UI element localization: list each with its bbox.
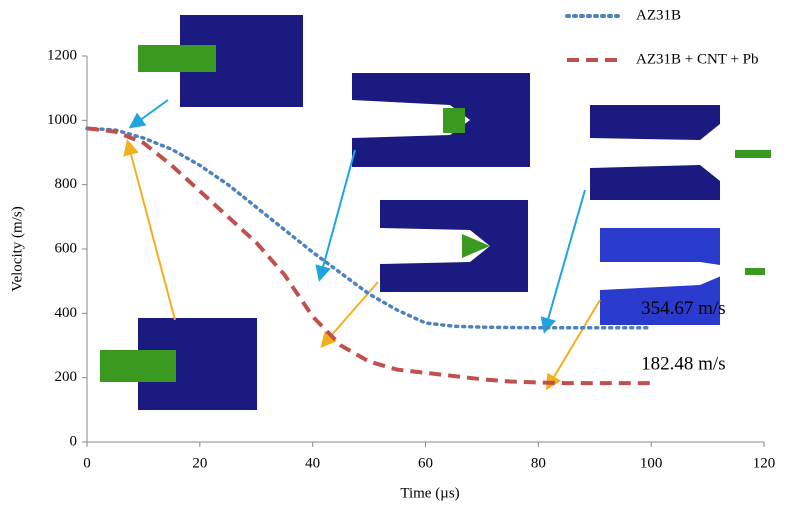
simulation-insets xyxy=(100,15,771,410)
x-tick-label: 100 xyxy=(640,455,663,471)
y-tick-label: 1200 xyxy=(47,47,77,63)
x-tick-label: 20 xyxy=(192,455,207,471)
legend-label: AZ31B + CNT + Pb xyxy=(636,51,759,67)
y-tick-label: 1000 xyxy=(47,112,77,128)
y-tick-label: 800 xyxy=(55,176,78,192)
x-axis-label: Time (µs) xyxy=(400,485,459,501)
legend-label: AZ31B xyxy=(636,7,681,23)
y-tick-label: 0 xyxy=(70,433,78,449)
x-tick-label: 80 xyxy=(531,455,546,471)
y-tick-label: 200 xyxy=(55,369,78,385)
y-tick-label: 400 xyxy=(55,305,78,321)
chart: 0 200 400 600 800 1000 1200 0 20 40 60 80 100 120 Tim… xyxy=(0,0,797,508)
x-tick-label: 60 xyxy=(418,455,433,471)
y-tick-label: 600 xyxy=(55,240,78,256)
y-axis-label: Velocity (m/s) xyxy=(9,206,25,291)
annotation: 182.48 m/s xyxy=(641,353,725,374)
annotation: 354.67 m/s xyxy=(641,298,725,319)
x-tick-label: 40 xyxy=(305,455,320,471)
x-tick-label: 120 xyxy=(753,455,776,471)
x-tick-label: 0 xyxy=(83,455,91,471)
